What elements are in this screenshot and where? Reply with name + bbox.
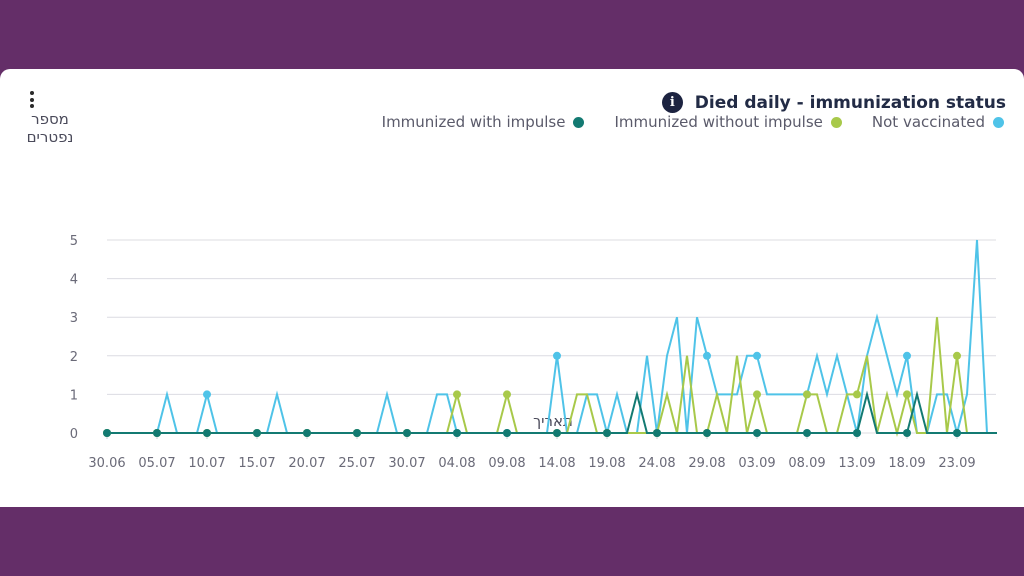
x-tick-label: 13.09: [838, 456, 875, 471]
legend-item-with-impulse[interactable]: Immunized with impulse: [382, 113, 585, 131]
data-point: [703, 429, 711, 437]
y-tick-label: 3: [70, 311, 78, 326]
data-point: [953, 429, 961, 437]
legend-dot-icon: [993, 116, 1004, 128]
x-tick-label: 19.08: [588, 456, 625, 471]
x-tick-label: 05.07: [138, 456, 175, 471]
y-tick-label: 0: [70, 427, 78, 442]
x-tick-label: 10.07: [188, 456, 225, 471]
data-point: [903, 429, 911, 437]
legend-label: Not vaccinated: [871, 113, 985, 131]
legend-item-not-vaccinated[interactable]: Not vaccinated: [872, 113, 1004, 131]
data-point: [903, 351, 911, 360]
x-tick-label: 30.06: [88, 456, 125, 471]
data-point: [303, 429, 311, 437]
data-point: [603, 429, 611, 437]
x-tick-label: 14.08: [538, 456, 575, 471]
data-point: [203, 390, 211, 399]
data-point: [153, 429, 161, 437]
legend-dot-icon: [573, 116, 585, 128]
data-point: [753, 351, 761, 360]
x-tick-label: 04.08: [438, 456, 475, 471]
x-axis-label: תאריך: [533, 412, 573, 430]
more-vertical-icon[interactable]: [24, 91, 40, 115]
y-tick-label: 5: [70, 234, 78, 249]
data-point: [753, 390, 761, 399]
x-tick-label: 15.07: [238, 456, 275, 471]
data-point: [753, 429, 761, 437]
data-point: [803, 390, 811, 399]
data-point: [403, 429, 411, 437]
y-tick-label: 4: [70, 273, 78, 288]
data-point: [103, 429, 111, 437]
x-tick-label: 20.07: [288, 456, 325, 471]
x-tick-label: 18.09: [888, 456, 925, 471]
x-tick-label: 09.08: [488, 456, 525, 471]
y-axis-label: מספר נפטרים: [26, 110, 74, 146]
data-point: [903, 390, 911, 399]
data-point: [803, 429, 811, 437]
data-point: [853, 390, 861, 399]
data-point: [203, 429, 211, 437]
x-tick-label: 24.08: [638, 456, 675, 471]
data-point: [553, 351, 561, 360]
x-tick-label: 25.07: [338, 456, 375, 471]
x-tick-label: 08.09: [788, 456, 825, 471]
card-header: i Died daily - immunization status: [661, 92, 1006, 113]
data-point: [453, 429, 461, 437]
y-tick-label: 1: [70, 388, 78, 403]
data-point: [253, 429, 261, 437]
x-tick-label: 29.08: [688, 456, 725, 471]
x-tick-label: 03.09: [738, 456, 775, 471]
data-point: [953, 351, 961, 360]
data-point: [853, 429, 861, 437]
chart-legend: Immunized with impulse Immunized without…: [352, 113, 1004, 131]
chart-title: Died daily - immunization status: [694, 92, 1006, 113]
legend-label: Immunized without impulse: [614, 113, 823, 131]
legend-label: Immunized with impulse: [381, 113, 566, 131]
legend-dot-icon: [830, 116, 842, 128]
x-tick-label: 23.09: [938, 456, 975, 471]
data-point: [453, 390, 461, 399]
info-icon[interactable]: i: [661, 92, 683, 113]
legend-item-without-impulse[interactable]: Immunized without impulse: [614, 113, 842, 131]
data-point: [503, 390, 511, 399]
data-point: [353, 429, 361, 437]
y-tick-label: 2: [70, 350, 78, 365]
x-tick-label: 30.07: [388, 456, 425, 471]
data-point: [653, 429, 661, 437]
data-point: [503, 429, 511, 437]
data-point: [553, 429, 561, 437]
data-point: [703, 351, 711, 360]
